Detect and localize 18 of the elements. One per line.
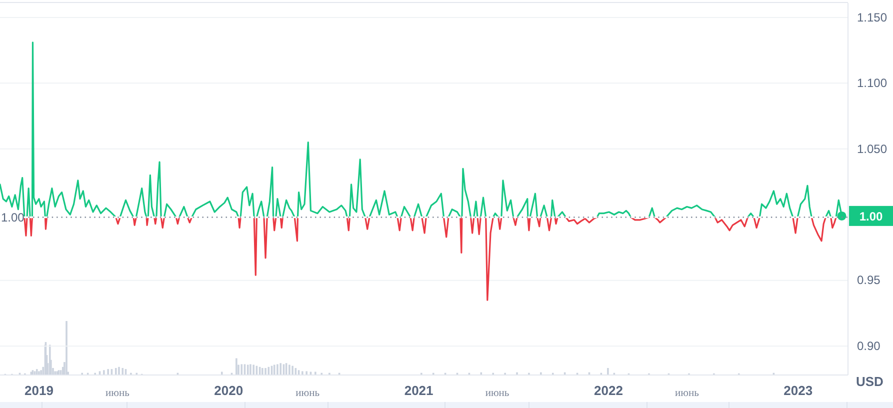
x-tick-label: 2021: [404, 383, 434, 398]
y-axis-title: USD: [856, 374, 884, 389]
x-tick-label: июнь: [105, 388, 130, 399]
annotation: 1.00: [859, 209, 883, 224]
y-tick-label: 0.90: [857, 338, 881, 353]
x-tick-label: 2023: [784, 383, 813, 398]
y-tick-label: 1.100: [857, 76, 888, 90]
x-tick-label: 2022: [594, 383, 623, 398]
x-tick-label: июнь: [674, 388, 700, 399]
y-tick-label: 1.050: [857, 142, 888, 156]
x-tick-label: июнь: [296, 388, 320, 399]
y-tick-label: 0.95: [857, 273, 881, 288]
x-tick-label: июнь: [485, 388, 510, 399]
x-tick-label: 2020: [214, 383, 244, 398]
ref-line-label: 1.00: [1, 210, 25, 224]
x-tick-label: 2019: [24, 383, 54, 398]
price-tag: 1.00: [849, 206, 893, 226]
y-tick-label: 1.150: [857, 10, 888, 24]
